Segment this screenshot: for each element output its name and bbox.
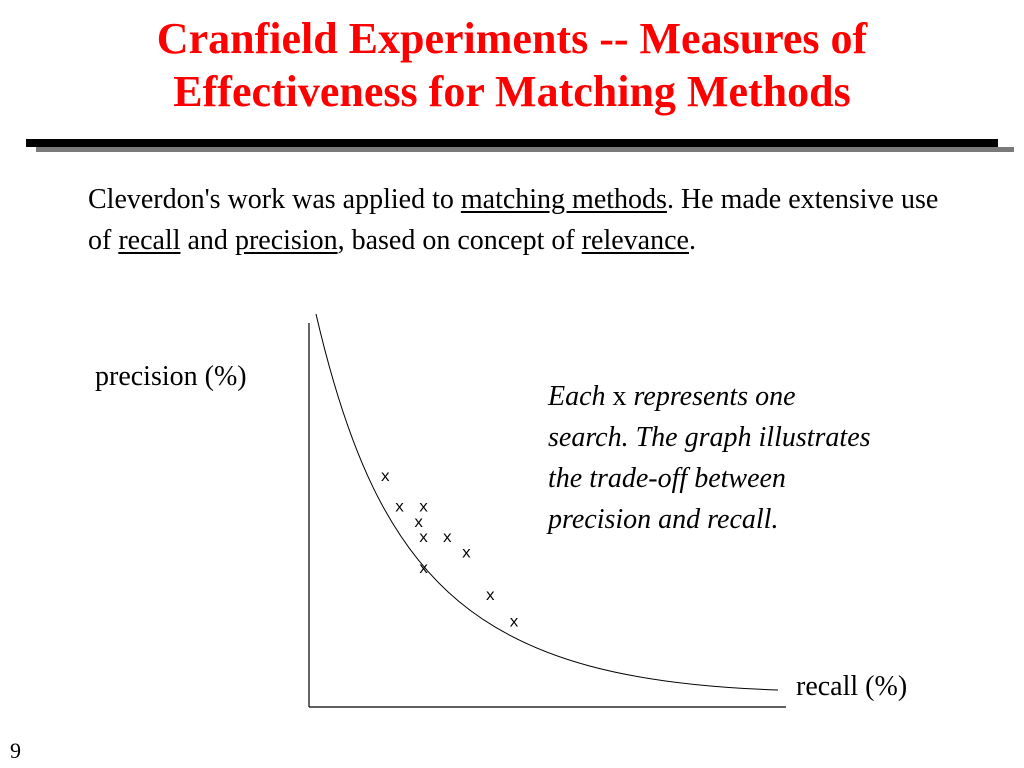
term-relevance: relevance <box>581 225 689 256</box>
data-point-8: x <box>419 560 429 578</box>
data-point-9: x <box>485 587 495 605</box>
intro-text-3: and <box>180 225 235 256</box>
term-matching-methods: matching methods <box>460 184 667 215</box>
y-axis-label: precision (%) <box>95 361 247 392</box>
data-point-2: x <box>395 499 405 517</box>
slide-title-line-2: Effectiveness for Matching Methods <box>173 67 851 116</box>
chart-annotation: Each x represents one search. The graph … <box>548 376 878 540</box>
term-precision: precision <box>234 225 338 256</box>
data-point-1: x <box>380 468 390 486</box>
data-point-10: x <box>509 614 519 632</box>
data-point-4: x <box>414 514 424 532</box>
intro-text-5: . <box>688 225 696 256</box>
title-divider <box>26 139 1014 152</box>
intro-text-4: , based on concept of <box>337 225 582 256</box>
term-recall: recall <box>118 225 181 256</box>
slide-title: Cranfield Experiments -- Measures of Eff… <box>0 12 1024 118</box>
tradeoff-curve <box>315 313 779 691</box>
data-point-5: x <box>419 529 429 547</box>
annotation-marker: x <box>612 381 627 412</box>
intro-text-2: . He made extensive use of <box>88 184 939 256</box>
data-point-6: x <box>442 529 452 547</box>
annotation-text-2: represents one search. The graph illustr… <box>548 381 871 535</box>
slide-title-line-1: Cranfield Experiments -- Measures of <box>156 14 868 63</box>
data-point-3: x <box>419 499 429 517</box>
intro-text-1: Cleverdon's work was applied to <box>88 184 461 215</box>
data-point-7: x <box>462 545 472 563</box>
annotation-text-1: Each <box>548 381 613 412</box>
intro-paragraph: Cleverdon's work was applied to matching… <box>88 179 958 261</box>
page-number: 9 <box>10 738 21 763</box>
x-axis-label: recall (%) <box>796 671 908 702</box>
